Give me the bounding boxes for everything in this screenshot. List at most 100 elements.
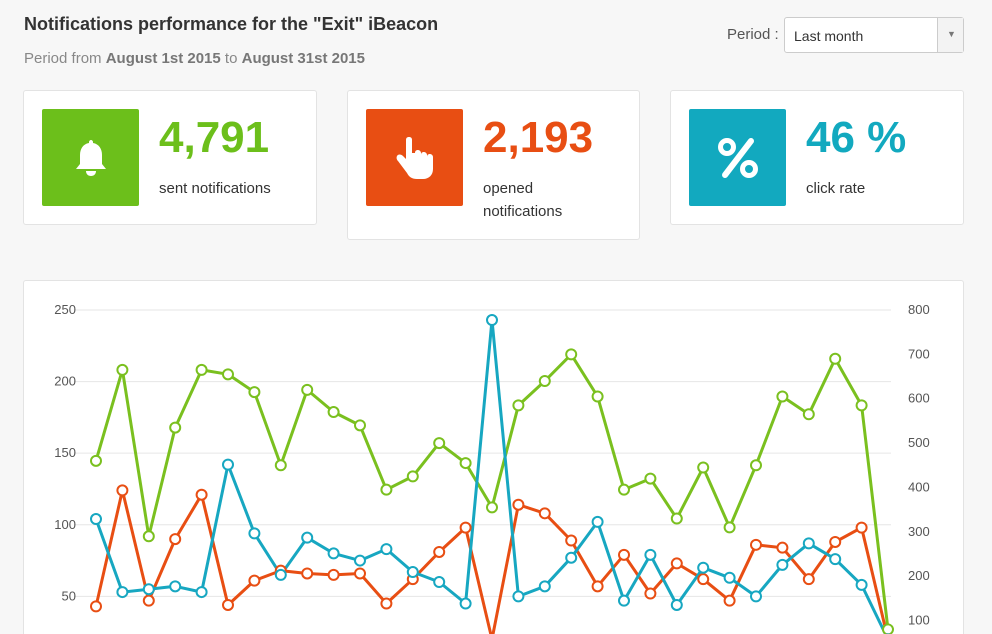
series-point-0 bbox=[116, 363, 129, 376]
period-label: Period : bbox=[727, 26, 779, 43]
series-point-0 bbox=[618, 483, 630, 496]
y-right-tick-label: 700 bbox=[908, 346, 930, 361]
series-point-1 bbox=[512, 498, 525, 511]
series-point-1 bbox=[459, 521, 472, 534]
sent-value: 4,791 bbox=[159, 113, 270, 162]
click-rate-value: 46 % bbox=[806, 113, 907, 162]
series-point-1 bbox=[565, 534, 578, 547]
series-point-1 bbox=[195, 488, 208, 501]
series-point-0 bbox=[750, 459, 762, 472]
series-point-0 bbox=[327, 406, 340, 419]
click-rate-label: click rate bbox=[806, 180, 866, 197]
series-point-1 bbox=[301, 567, 314, 580]
stat-card-click-rate: 46 % click rate bbox=[670, 90, 964, 225]
series-point-1 bbox=[433, 545, 446, 558]
series-point-2 bbox=[327, 547, 340, 560]
series-point-2 bbox=[644, 548, 657, 561]
period-end-date: August 31st 2015 bbox=[241, 50, 365, 67]
y-left-tick-label: 250 bbox=[54, 302, 76, 317]
series-point-2 bbox=[406, 566, 419, 579]
y-right-tick-label: 400 bbox=[908, 479, 930, 494]
series-point-2 bbox=[829, 553, 842, 566]
series-point-0 bbox=[723, 521, 736, 534]
y-left-tick-label: 100 bbox=[54, 517, 76, 532]
series-point-2 bbox=[697, 561, 710, 574]
series-point-0 bbox=[195, 363, 208, 376]
series-point-0 bbox=[538, 374, 551, 387]
period-select-toggle[interactable]: ▼ bbox=[937, 18, 963, 52]
series-point-2 bbox=[538, 580, 551, 593]
series-point-1 bbox=[697, 573, 710, 586]
y-right-tick-label: 300 bbox=[908, 524, 930, 539]
series-point-0 bbox=[354, 419, 366, 432]
series-point-1 bbox=[855, 521, 868, 534]
series-point-2 bbox=[591, 515, 604, 528]
series-point-2 bbox=[116, 586, 129, 599]
series-point-2 bbox=[274, 568, 287, 581]
y-right-tick-label: 600 bbox=[908, 391, 930, 406]
series-point-0 bbox=[882, 623, 894, 634]
series-point-1 bbox=[248, 574, 261, 587]
series-point-1 bbox=[327, 568, 340, 581]
series-point-0 bbox=[855, 399, 868, 412]
series-point-2 bbox=[380, 543, 393, 556]
series-point-0 bbox=[274, 459, 287, 472]
stat-card-opened: 2,193 opened notifications bbox=[347, 90, 640, 240]
series-point-0 bbox=[565, 348, 578, 361]
series-point-1 bbox=[829, 535, 842, 548]
series-point-2 bbox=[723, 571, 736, 584]
opened-value: 2,193 bbox=[483, 113, 594, 162]
series-point-2 bbox=[248, 527, 261, 540]
series-point-2 bbox=[90, 513, 102, 526]
series-point-1 bbox=[380, 597, 393, 610]
series-point-2 bbox=[222, 458, 234, 471]
period-start-date: August 1st 2015 bbox=[105, 50, 221, 67]
series-point-0 bbox=[670, 512, 683, 525]
series-point-0 bbox=[222, 368, 234, 381]
series-point-2 bbox=[802, 537, 815, 550]
series-point-0 bbox=[169, 421, 182, 434]
series-point-1 bbox=[644, 587, 657, 600]
series-point-0 bbox=[591, 390, 604, 403]
period-select[interactable]: Last month ▼ bbox=[784, 17, 964, 53]
series-point-1 bbox=[670, 557, 683, 570]
y-right-tick-label: 800 bbox=[908, 302, 930, 317]
series-point-2 bbox=[618, 594, 630, 607]
series-point-2 bbox=[142, 583, 155, 596]
series-point-0 bbox=[142, 530, 155, 543]
chevron-down-icon: ▼ bbox=[947, 29, 956, 39]
percent-icon bbox=[689, 109, 786, 206]
series-point-1 bbox=[750, 538, 762, 551]
series-point-1 bbox=[169, 533, 182, 546]
y-right-tick-label: 200 bbox=[908, 568, 930, 583]
sent-label: sent notifications bbox=[159, 180, 271, 197]
series-point-1 bbox=[354, 567, 366, 580]
period-mid: to bbox=[224, 50, 238, 67]
series-point-1 bbox=[723, 594, 736, 607]
series-point-2 bbox=[169, 580, 182, 593]
series-point-0 bbox=[433, 437, 446, 450]
series-point-2 bbox=[855, 578, 868, 591]
series-point-2 bbox=[354, 554, 366, 567]
series-point-1 bbox=[90, 600, 102, 613]
series-line-2 bbox=[94, 318, 888, 634]
series-point-0 bbox=[802, 408, 815, 421]
series-point-2 bbox=[301, 531, 314, 544]
series-point-0 bbox=[776, 390, 789, 403]
series-point-1 bbox=[618, 548, 630, 561]
series-point-2 bbox=[776, 558, 789, 571]
series-point-0 bbox=[90, 454, 102, 467]
series-point-1 bbox=[222, 598, 234, 611]
series-point-0 bbox=[829, 352, 842, 365]
bell-icon bbox=[42, 109, 139, 206]
y-left-tick-label: 150 bbox=[54, 445, 76, 460]
hand-pointer-icon bbox=[366, 109, 463, 206]
series-point-0 bbox=[248, 386, 261, 399]
series-point-2 bbox=[670, 598, 683, 611]
y-right-tick-label: 500 bbox=[908, 435, 930, 450]
series-point-2 bbox=[565, 551, 578, 564]
y-left-tick-label: 50 bbox=[62, 588, 76, 603]
series-point-1 bbox=[776, 541, 789, 554]
series-point-0 bbox=[380, 483, 393, 496]
series-line-0 bbox=[94, 352, 890, 630]
